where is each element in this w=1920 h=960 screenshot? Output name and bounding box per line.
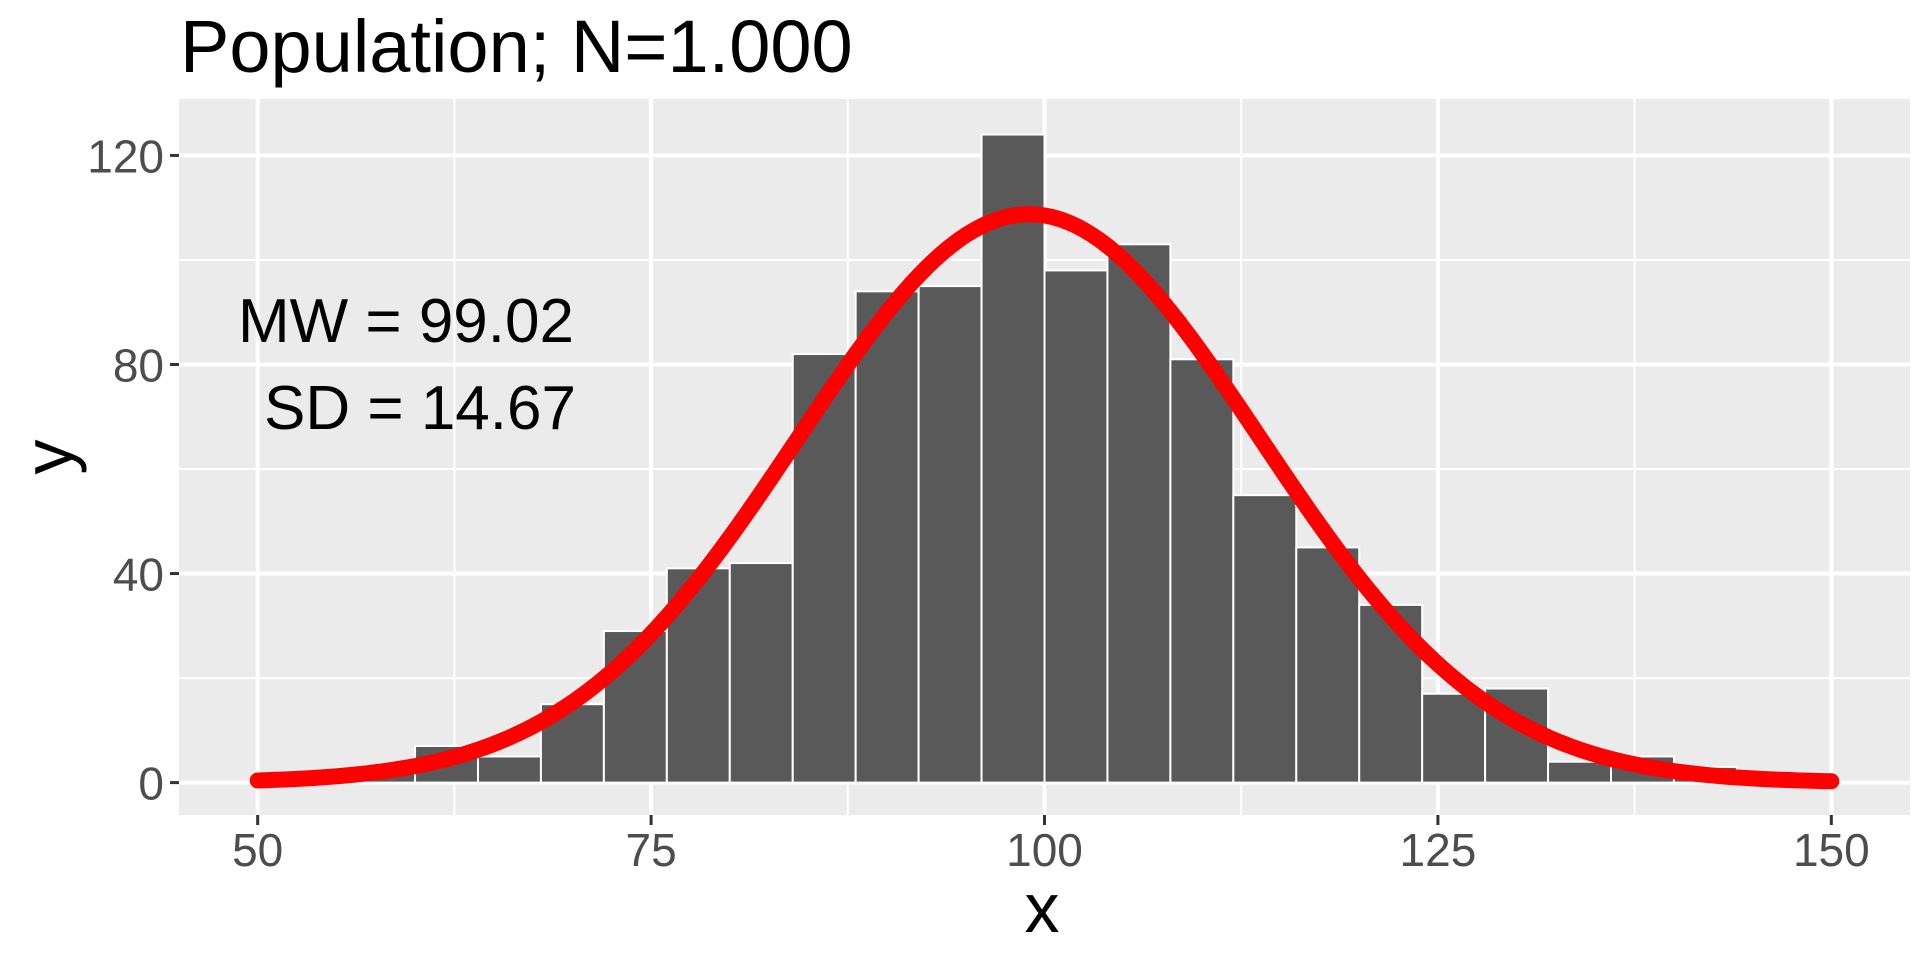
histogram-bar: [1547, 760, 1613, 784]
y-tick-label: 40: [113, 549, 164, 601]
x-tick-label: 150: [1793, 824, 1870, 876]
histogram-bar: [1106, 243, 1172, 784]
x-axis-tick-labels: 50 75 100 125 150: [232, 824, 1870, 876]
histogram-bar: [1421, 692, 1487, 784]
histogram-bar: [1169, 358, 1235, 784]
annotation-mean: MW = 99.02: [238, 287, 574, 356]
histogram-bar: [854, 290, 920, 784]
x-tick-label: 125: [1400, 824, 1477, 876]
x-tick-label: 75: [626, 824, 677, 876]
y-axis-tick-marks: [170, 153, 179, 785]
histogram-bar: [728, 562, 794, 784]
y-tick-label: 120: [87, 130, 164, 182]
plot-title: Population; N=1.000: [180, 5, 853, 88]
x-tick-label: 100: [1006, 824, 1083, 876]
y-axis-title: y: [9, 440, 87, 475]
histogram-bar: [1232, 494, 1298, 784]
histogram-bar: [1043, 269, 1109, 784]
x-axis-title: x: [1025, 869, 1060, 947]
y-tick-label: 80: [113, 339, 164, 391]
histogram-bar: [476, 755, 542, 784]
y-axis-tick-labels: 0 40 80 120: [87, 130, 164, 809]
histogram-bar: [980, 133, 1046, 784]
histogram-bar: [1295, 546, 1361, 784]
normal-curve: [249, 206, 1840, 790]
histogram-bar: [917, 285, 983, 784]
annotation-sd: SD = 14.67: [264, 374, 576, 443]
x-axis-tick-marks: [256, 815, 1833, 825]
x-tick-label: 50: [232, 824, 283, 876]
y-tick-label: 0: [138, 758, 164, 810]
